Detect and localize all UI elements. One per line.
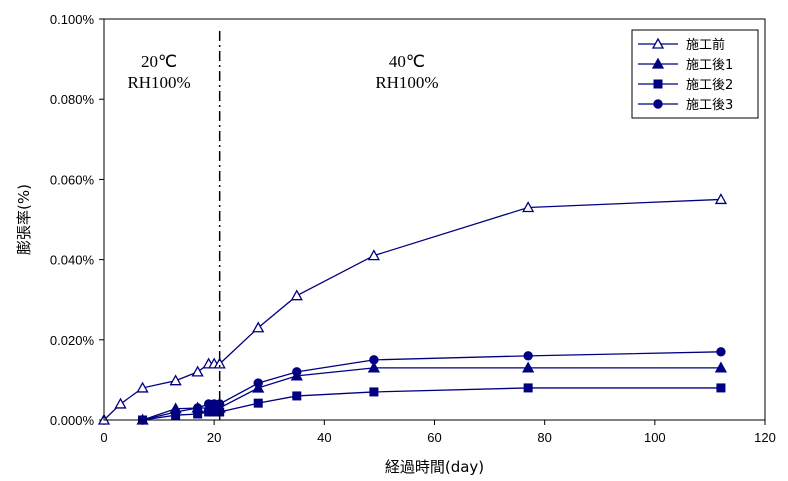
data-point	[523, 383, 533, 393]
legend-label: 施工後1	[686, 58, 733, 73]
data-point	[716, 347, 726, 357]
data-point	[292, 367, 302, 377]
x-axis-title: 経過時間(day)	[385, 458, 484, 476]
x-tick-label: 60	[427, 430, 441, 445]
legend-label: 施工前	[686, 37, 725, 53]
data-point	[653, 99, 663, 109]
legend-item: 施工後3	[638, 98, 733, 113]
series-layer	[97, 193, 728, 425]
data-point	[136, 381, 149, 393]
series-line	[219, 198, 721, 365]
y-tick-label: 0.100%	[50, 12, 95, 27]
x-tick-label: 80	[537, 430, 551, 445]
data-point	[651, 37, 665, 49]
data-point	[292, 391, 302, 401]
annotations: 20℃ RH100% 40℃ RH100%	[127, 52, 438, 92]
y-tick-label: 0.080%	[50, 92, 95, 107]
legend-label: 施工後2	[686, 78, 733, 93]
y-tick-label: 0.020%	[50, 333, 95, 348]
data-point	[253, 378, 263, 388]
data-point	[252, 321, 265, 333]
data-point	[191, 365, 204, 377]
data-point	[714, 193, 728, 205]
data-point	[369, 355, 379, 365]
data-point	[367, 249, 381, 261]
data-point	[114, 397, 127, 409]
data-point	[290, 289, 303, 301]
series-line	[142, 387, 721, 421]
y-tick-label: 0.000%	[50, 413, 95, 428]
x-tick-label: 100	[644, 430, 666, 445]
x-tick-label: 20	[207, 430, 221, 445]
data-point	[653, 79, 663, 89]
phase-annotation: 20℃ RH100%	[127, 52, 190, 92]
data-point	[714, 361, 728, 373]
legend-label: 施工後3	[686, 98, 733, 113]
legend-item: 施工後1	[638, 57, 733, 73]
data-point	[522, 361, 535, 373]
data-point	[651, 57, 665, 69]
series-1	[97, 193, 728, 425]
series-line	[142, 367, 721, 421]
data-point	[192, 403, 203, 413]
data-point	[716, 383, 726, 393]
y-tick-label: 0.040%	[50, 253, 95, 268]
legend-box	[631, 29, 759, 119]
data-point	[367, 361, 381, 373]
series-2	[136, 361, 728, 425]
legend-item: 施工前	[638, 37, 725, 53]
phase-annotation: 40℃ RH100%	[375, 52, 438, 92]
data-point	[522, 201, 535, 213]
data-point	[523, 351, 533, 361]
data-point	[170, 407, 181, 417]
axis-ticks: 0 20 40 60 80 100 120 0.000% 0.020% 0.040% 0.060% 0…	[50, 12, 776, 445]
data-point	[253, 398, 263, 408]
x-tick-label: 40	[317, 430, 331, 445]
data-point	[213, 357, 226, 369]
x-tick-label: 120	[754, 430, 776, 445]
y-tick-label: 0.060%	[50, 172, 95, 187]
plot-area-frame	[103, 18, 766, 421]
series-4	[137, 347, 726, 425]
y-axis-title: 膨張率(%)	[15, 184, 33, 255]
x-tick-label: 0	[100, 430, 107, 445]
data-point	[169, 374, 182, 386]
data-point	[369, 387, 379, 397]
legend-item: 施工後2	[638, 78, 733, 93]
